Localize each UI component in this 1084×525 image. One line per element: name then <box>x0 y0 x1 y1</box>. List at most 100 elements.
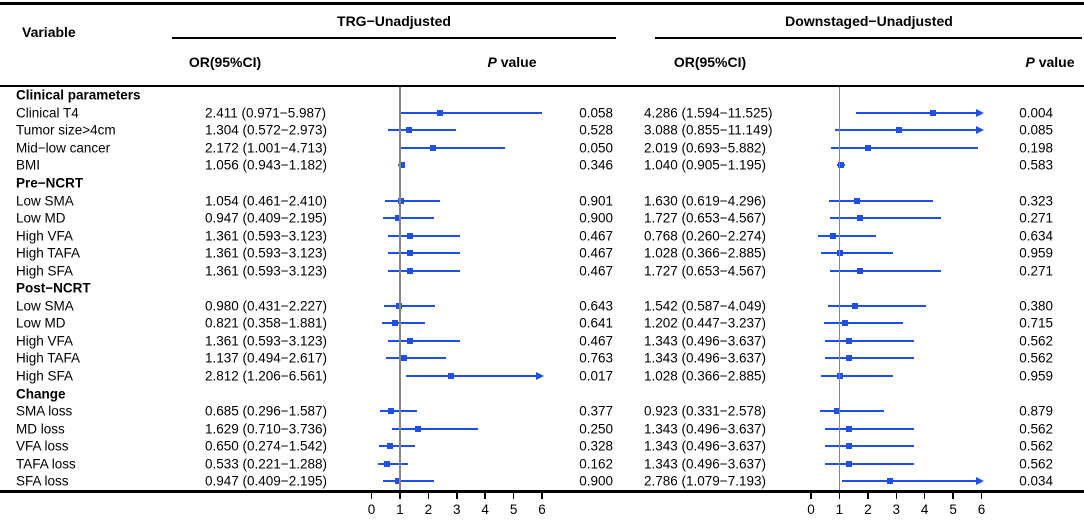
row-label: Low SMA <box>16 298 74 314</box>
p-value: 0.959 <box>1019 368 1053 384</box>
ci-line <box>835 129 978 132</box>
axis-tick <box>427 492 430 499</box>
axis-tick-label: 4 <box>920 502 929 517</box>
arrow-right-icon <box>536 371 545 380</box>
or-marker <box>407 337 414 344</box>
ci-line <box>385 357 446 360</box>
or-ci-value: 1.361 (0.593−3.123) <box>205 245 327 261</box>
p-value: 0.901 <box>579 193 613 209</box>
axis-tick-label: 6 <box>977 502 986 517</box>
trg-group-title: TRG−Unadjusted <box>337 13 451 29</box>
ci-line <box>379 410 417 413</box>
or-ci-value: 2.172 (1.001−4.713) <box>205 140 327 156</box>
section-label: Pre−NCRT <box>16 175 84 191</box>
p-value: 0.959 <box>1019 245 1053 261</box>
or-ci-value: 1.028 (0.366−2.885) <box>644 245 766 261</box>
or-marker <box>842 320 849 327</box>
p-value: 0.562 <box>1019 350 1053 366</box>
or-ci-value: 0.650 (0.274−1.542) <box>205 438 327 454</box>
ci-line <box>820 410 885 413</box>
or-marker <box>857 215 864 222</box>
ci-line <box>379 445 416 448</box>
ci-line <box>825 462 915 465</box>
p-value: 0.328 <box>579 438 613 454</box>
p-value: 0.562 <box>1019 333 1053 349</box>
row-label: SMA loss <box>16 403 73 419</box>
or-ci-value: 1.056 (0.943−1.182) <box>205 157 327 173</box>
or-marker <box>395 215 402 222</box>
ci-line <box>399 146 506 149</box>
axis-tick <box>810 492 812 499</box>
ci-line <box>825 357 915 360</box>
axis-tick <box>456 492 458 499</box>
or-ci-value: 0.685 (0.296−1.587) <box>205 403 327 419</box>
or-ci-value: 1.040 (0.905−1.195) <box>644 157 766 173</box>
axis-tick <box>512 492 515 499</box>
row-label: SFA loss <box>16 473 69 489</box>
p-value: 0.900 <box>579 210 613 226</box>
p-value: 0.250 <box>579 421 613 437</box>
or-marker <box>865 144 872 151</box>
p-value: 0.879 <box>1019 403 1053 419</box>
row-label: VFA loss <box>16 438 69 454</box>
axis-tick-label: 5 <box>949 502 957 517</box>
or-ci-value: 1.343 (0.496−3.637) <box>644 421 766 437</box>
or-marker <box>414 425 421 432</box>
or-marker <box>846 355 853 362</box>
arrow-right-icon <box>975 477 984 486</box>
row-label: TAFA loss <box>16 456 76 472</box>
row-label: MD loss <box>16 421 65 437</box>
ci-line <box>828 199 934 202</box>
trg-p-column-header: P value <box>487 54 536 70</box>
p-value: 0.467 <box>579 245 613 261</box>
row-label: BMI <box>16 157 41 173</box>
p-value: 0.641 <box>579 315 613 331</box>
p-italic: P <box>487 54 497 70</box>
row-label: Low MD <box>16 210 66 226</box>
trg-or-column-header: OR(95%CI) <box>188 54 262 70</box>
axis-tick-label: 0 <box>367 502 376 517</box>
axis-tick <box>541 492 543 499</box>
p-value: 0.162 <box>579 456 613 472</box>
p-value: 0.583 <box>1019 157 1053 173</box>
or-marker <box>395 478 402 485</box>
p-value: 0.034 <box>1019 473 1053 489</box>
axis-tick <box>484 492 486 499</box>
row-label: Mid−low cancer <box>16 140 111 156</box>
or-ci-value: 1.343 (0.496−3.637) <box>644 350 766 366</box>
axis-tick-label: 5 <box>509 502 518 517</box>
or-marker <box>851 302 858 309</box>
ci-line <box>818 234 876 237</box>
ci-line <box>388 234 461 237</box>
ci-line <box>825 427 915 430</box>
or-ci-value: 1.361 (0.593−3.123) <box>205 228 327 244</box>
or-ci-value: 1.542 (0.587−4.049) <box>644 298 766 314</box>
ci-line <box>399 111 542 114</box>
row-label: High VFA <box>16 228 74 244</box>
or-marker <box>398 197 405 204</box>
axis-tick-label: 6 <box>538 502 546 517</box>
ci-line <box>388 269 461 272</box>
p-value: 0.643 <box>579 298 613 314</box>
row-label: Clinical T4 <box>16 105 79 121</box>
row-label: High TAFA <box>16 350 81 366</box>
or-marker <box>834 408 841 415</box>
reference-line <box>399 86 401 490</box>
or-ci-value: 1.343 (0.496−3.637) <box>644 333 766 349</box>
ci-line <box>841 480 978 483</box>
row-label: High TAFA <box>16 245 81 261</box>
section-label: Post−NCRT <box>16 280 91 296</box>
or-ci-value: 1.727 (0.653−4.567) <box>644 210 766 226</box>
p-value: 0.085 <box>1019 122 1053 138</box>
or-ci-value: 1.343 (0.496−3.637) <box>644 438 766 454</box>
or-ci-value: 1.343 (0.496−3.637) <box>644 456 766 472</box>
or-ci-value: 0.980 (0.431−2.227) <box>205 298 327 314</box>
or-ci-value: 2.812 (1.206−6.561) <box>205 368 327 384</box>
or-ci-value: 0.821 (0.358−1.881) <box>205 315 327 331</box>
or-ci-value: 0.768 (0.260−2.274) <box>644 228 766 244</box>
axis-tick-label: 0 <box>807 502 815 517</box>
axis-tick <box>895 492 897 499</box>
ci-line <box>821 252 893 255</box>
table-bottom-border <box>0 490 1084 493</box>
